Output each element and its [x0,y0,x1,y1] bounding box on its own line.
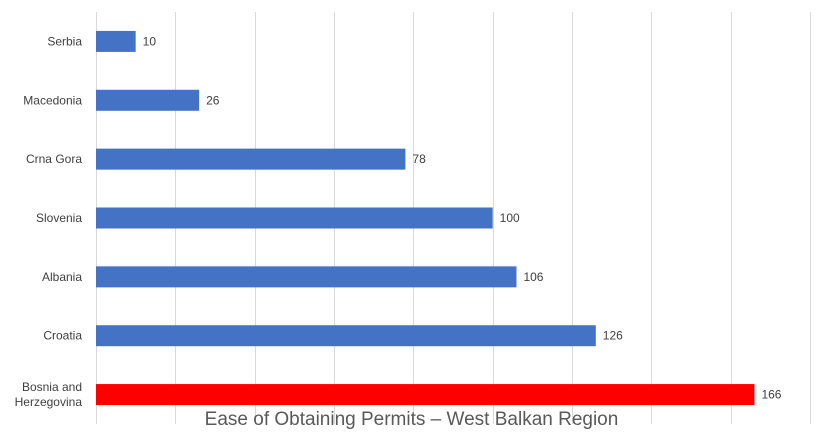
value-labels: 10 26 78 100 106 126 166 [143,34,782,401]
bar-slovenia [96,207,493,229]
bar-bosnia-and-herzegovina [96,384,755,406]
value-label-crna-gora: 78 [412,152,426,166]
bars [96,30,755,406]
value-label-bosnia-and-herzegovina: 166 [761,388,781,402]
bar-croatia [96,325,596,347]
value-label-macedonia: 26 [206,93,220,107]
value-label-slovenia: 100 [500,211,520,225]
value-label-albania: 106 [523,270,543,284]
bar-albania [96,266,517,288]
bar-serbia [96,30,136,52]
chart-title: Ease of Obtaining Permits – West Balkan … [204,409,619,430]
category-label-slovenia: Slovenia [36,211,82,225]
value-label-croatia: 126 [603,329,623,343]
category-labels: Serbia Macedonia Crna Gora Slovenia Albania C… [15,34,83,409]
category-label-albania: Albania [42,270,82,284]
category-label-croatia: Croatia [43,329,82,343]
category-label-crna-gora: Crna Gora [26,152,82,166]
category-label-serbia: Serbia [47,34,82,48]
bar-macedonia [96,89,200,111]
category-label-bosnia-and-herzegovina: Bosnia and Herzegovina [15,380,83,409]
category-label-macedonia: Macedonia [23,93,82,107]
bar-crna-gora [96,148,406,170]
value-label-serbia: 10 [143,34,157,48]
